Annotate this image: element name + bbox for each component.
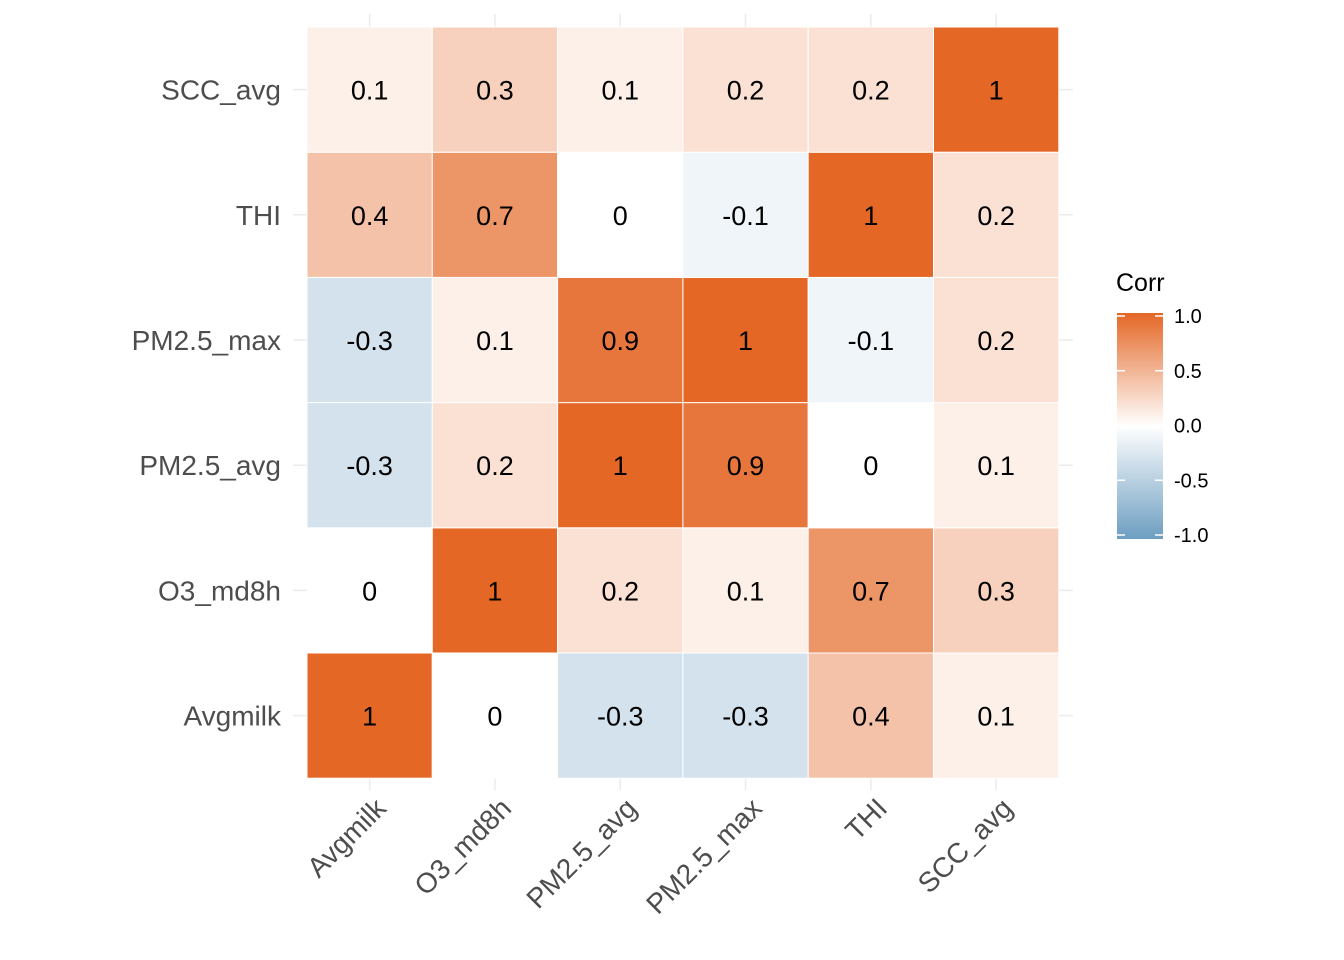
heatmap-cell-PM2.5_avg-SCC_avg — [557, 26, 684, 153]
cell-value-label: 0.2 — [476, 451, 514, 481]
cell-value-label: 1 — [738, 326, 753, 356]
cell-value-label: 0.3 — [977, 576, 1015, 606]
x-tick-label: Avgmilk — [301, 792, 393, 884]
cell-value-label: -0.3 — [597, 702, 644, 732]
cell-value-label: 0.4 — [852, 702, 890, 732]
heatmap-cells — [306, 26, 1060, 779]
y-axis-tick-labels: Avgmilk O3_md8h PM2.5_avg PM2.5_max THI SCC_a… — [132, 75, 282, 732]
heatmap-cell-labels: 1 0 -0.3 -0.3 0.4 0.1 0 1 0.2 0.1 0.7 0.3 -0.3 0.2 1 0.… — [346, 76, 1015, 732]
y-tick-label: O3_md8h — [158, 575, 281, 606]
cell-value-label: 1 — [487, 576, 502, 606]
legend-tick-label: 0.0 — [1174, 416, 1202, 438]
legend-tick-label: -1.0 — [1174, 525, 1208, 547]
heatmap-cell-PM2.5_max-PM2.5_max — [682, 276, 809, 404]
x-tick-label: PM2.5_max — [640, 792, 768, 920]
heatmap-cell-THI-PM2.5_avg — [807, 402, 935, 529]
heatmap-cell-O3_md8h-SCC_avg — [431, 26, 559, 153]
heatmap-cell-SCC_avg-O3_md8h — [933, 527, 1060, 654]
heatmap-cell-PM2.5_max-O3_md8h — [682, 527, 809, 654]
x-tick-label: PM2.5_avg — [520, 792, 642, 914]
x-tick-label: SCC_avg — [912, 792, 1019, 899]
cell-value-label: -0.1 — [848, 326, 895, 356]
heatmap-cell-O3_md8h-THI — [431, 151, 559, 278]
cell-value-label: -0.3 — [346, 326, 393, 356]
cell-value-label: 0.1 — [351, 76, 389, 106]
cell-value-label: 0.1 — [601, 76, 639, 106]
cell-value-label: 0 — [863, 451, 878, 481]
heatmap-cell-O3_md8h-Avgmilk — [431, 652, 559, 779]
cell-value-label: 1 — [863, 201, 878, 231]
x-tick-label: O3_md8h — [408, 792, 517, 901]
heatmap-cell-SCC_avg-THI — [933, 151, 1060, 278]
y-tick-label: THI — [236, 200, 281, 231]
x-tick-label: THI — [839, 792, 893, 846]
color-legend: Corr 1.0 0.5 0.0 -0.5 -1.0 — [1116, 269, 1208, 547]
heatmap-cell-O3_md8h-PM2.5_max — [431, 276, 559, 404]
cell-value-label: 0.2 — [852, 76, 890, 106]
cell-value-label: 0.2 — [977, 201, 1015, 231]
legend-tick-label: -0.5 — [1174, 470, 1208, 492]
cell-value-label: 0 — [362, 576, 377, 606]
heatmap-cell-SCC_avg-SCC_avg — [933, 26, 1060, 153]
cell-value-label: 0.3 — [476, 76, 514, 106]
cell-value-label: -0.3 — [346, 451, 393, 481]
heatmap-cell-SCC_avg-PM2.5_max — [933, 276, 1060, 404]
y-tick-label: SCC_avg — [161, 75, 281, 106]
heatmap-cell-Avgmilk-O3_md8h — [306, 527, 433, 654]
cell-value-label: 0.2 — [977, 326, 1015, 356]
heatmap-cell-Avgmilk-Avgmilk — [306, 652, 433, 779]
cell-value-label: 0.9 — [601, 326, 639, 356]
cell-value-label: 0.1 — [476, 326, 514, 356]
cell-value-label: 1 — [613, 451, 628, 481]
cell-value-label: 0.2 — [601, 576, 639, 606]
y-tick-label: PM2.5_max — [132, 325, 281, 356]
heatmap-cell-PM2.5_avg-THI — [557, 151, 684, 278]
cell-value-label: 0 — [487, 702, 502, 732]
heatmap-cell-PM2.5_max-PM2.5_avg — [682, 402, 809, 529]
heatmap-cell-THI-O3_md8h — [807, 527, 935, 654]
heatmap-cell-SCC_avg-Avgmilk — [933, 652, 1060, 779]
heatmap-cell-PM2.5_avg-PM2.5_max — [557, 276, 684, 404]
heatmap-cell-THI-SCC_avg — [807, 26, 935, 153]
heatmap-cell-Avgmilk-PM2.5_max — [306, 276, 433, 404]
y-tick-label: Avgmilk — [183, 701, 282, 732]
cell-value-label: 0.1 — [977, 451, 1015, 481]
heatmap-cell-Avgmilk-PM2.5_avg — [306, 402, 433, 529]
heatmap-cell-THI-Avgmilk — [807, 652, 935, 779]
heatmap-cell-PM2.5_avg-PM2.5_avg — [557, 402, 684, 529]
cell-value-label: 1 — [362, 702, 377, 732]
heatmap-cell-THI-THI — [807, 151, 935, 278]
cell-value-label: 1 — [989, 76, 1004, 106]
cell-value-label: -0.3 — [722, 702, 769, 732]
heatmap-cell-SCC_avg-PM2.5_avg — [933, 402, 1060, 529]
legend-tick-label: 1.0 — [1174, 306, 1202, 328]
cell-value-label: 0.1 — [977, 702, 1015, 732]
cell-value-label: 0.7 — [476, 201, 514, 231]
cell-value-label: 0.2 — [727, 76, 765, 106]
cell-value-label: 0.9 — [727, 451, 765, 481]
cell-value-label: 0.4 — [351, 201, 389, 231]
cell-value-label: 0 — [613, 201, 628, 231]
heatmap-cell-Avgmilk-SCC_avg — [306, 26, 433, 153]
cell-value-label: 0.1 — [727, 576, 765, 606]
cell-value-label: -0.1 — [722, 201, 769, 231]
heatmap-cell-O3_md8h-PM2.5_avg — [431, 402, 559, 529]
legend-title: Corr — [1116, 269, 1165, 297]
cell-value-label: 0.7 — [852, 576, 890, 606]
heatmap-cell-THI-PM2.5_max — [807, 276, 935, 404]
legend-tick-label: 0.5 — [1174, 361, 1202, 383]
y-tick-label: PM2.5_avg — [139, 450, 281, 481]
legend-ticks: 1.0 0.5 0.0 -0.5 -1.0 — [1117, 306, 1208, 547]
heatmap-cell-O3_md8h-O3_md8h — [431, 527, 559, 654]
